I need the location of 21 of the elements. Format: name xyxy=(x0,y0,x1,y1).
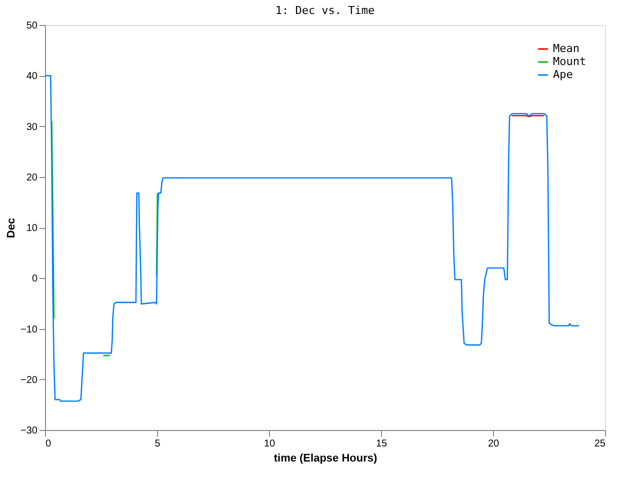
x-tick-label: 10 xyxy=(264,438,276,450)
legend-label: Mean xyxy=(553,42,580,55)
y-tick-label: 0 xyxy=(32,274,38,285)
legend-label: Ape xyxy=(553,68,573,81)
y-tick-label: 30 xyxy=(26,122,38,133)
y-tick-label: −30 xyxy=(20,426,38,436)
chart-title: 1: Dec vs. Time xyxy=(275,4,375,17)
x-tick-label: 0 xyxy=(46,438,52,450)
x-tick-label: 5 xyxy=(154,438,161,450)
x-tick-label: 25 xyxy=(594,438,606,450)
y-tick-label: 50 xyxy=(26,20,38,32)
legend-label: Mount xyxy=(553,55,586,68)
x-axis-title: time (Elapse Hours) xyxy=(274,452,378,464)
x-tick-label: 15 xyxy=(376,438,388,450)
y-tick-label: 40 xyxy=(26,71,38,82)
y-tick-label: −20 xyxy=(20,374,38,386)
y-tick-label: 20 xyxy=(26,172,38,184)
y-tick-label: 10 xyxy=(26,223,38,234)
y-axis-title: Dec xyxy=(6,218,18,238)
y-tick-label: −10 xyxy=(20,324,38,336)
x-tick-label: 20 xyxy=(488,438,500,450)
